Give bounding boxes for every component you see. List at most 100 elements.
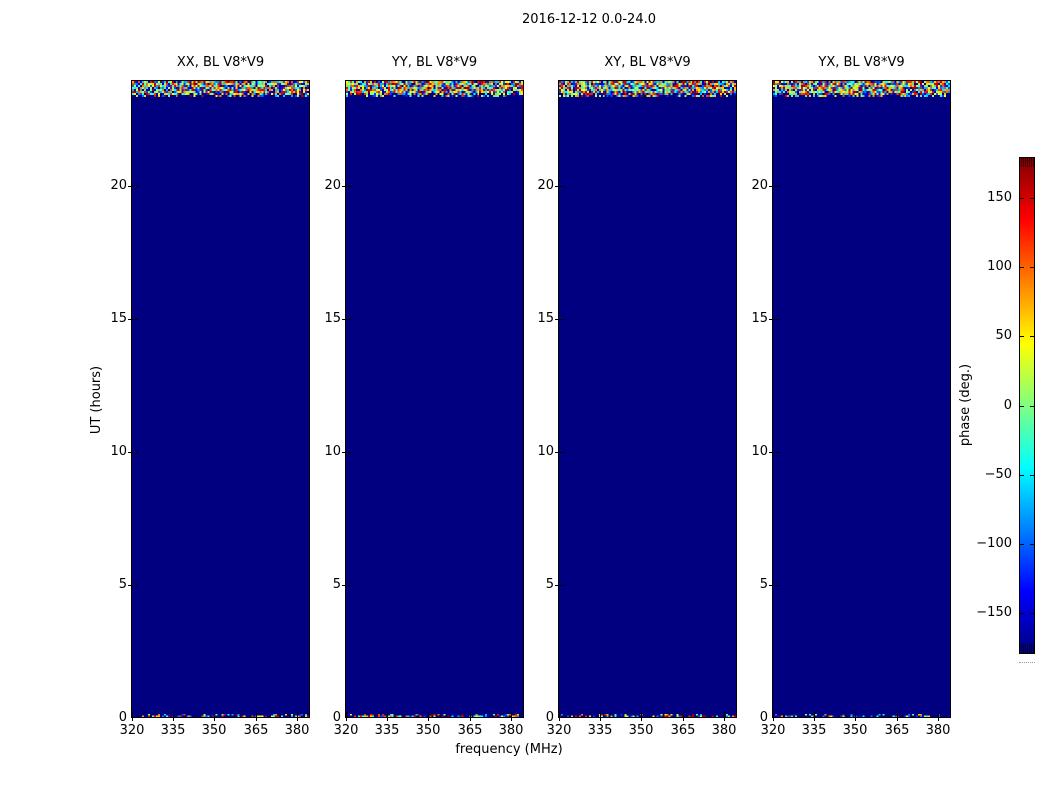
colorbar-tick-label: 100 [987,259,1012,274]
x-tick-label: 380 [711,723,737,738]
colorbar-tick-right [1030,336,1035,337]
colorbar-tick-left [1019,406,1024,407]
y-tick-label: 10 [537,444,554,459]
x-tick-label: 320 [760,723,786,738]
x-axis-label: frequency (MHz) [455,742,563,757]
y-tick-label: 0 [118,710,127,725]
x-tick-mark-inner [855,712,856,717]
x-tick-mark-inner [683,712,684,717]
y-tick-mark-outer [342,585,345,586]
panel-title: XY, BL V8*V9 [604,55,691,70]
panel-title: YX, BL V8*V9 [818,55,905,70]
colorbar-bottom-dotted-line [1019,662,1035,663]
y-tick-label: 20 [751,178,768,193]
y-tick-mark-inner [132,585,138,586]
x-tick-mark-inner [724,712,725,717]
colorbar-tick-right [1030,267,1035,268]
x-tick-label: 320 [333,723,359,738]
x-tick-mark-outer [600,717,601,721]
colorbar-label: phase (deg.) [958,363,973,447]
colorbar-edge-tooth-bottom [1021,644,1022,653]
panel-title: XX, BL V8*V9 [176,55,265,70]
colorbar-tick-left [1019,198,1024,199]
y-tick-label: 20 [324,178,341,193]
noise-band-bottom [773,714,950,717]
colorbar-edge-tooth-top [1023,158,1024,167]
y-tick-label: 15 [324,311,341,326]
x-tick-mark-inner [641,712,642,717]
y-tick-mark-inner [773,319,779,320]
x-tick-mark-inner [470,712,471,717]
x-tick-mark-outer [470,717,471,721]
y-tick-mark-inner [132,186,138,187]
y-tick-mark-outer [769,319,772,320]
y-tick-mark-outer [769,585,772,586]
x-tick-mark-inner [256,712,257,717]
heatmap-panel [345,80,524,718]
x-tick-label: 350 [201,723,227,738]
y-tick-label: 15 [751,311,768,326]
y-tick-label: 15 [537,311,554,326]
colorbar-edge-tooth-top [1025,158,1026,167]
x-tick-label: 320 [546,723,572,738]
x-tick-mark-inner [511,712,512,717]
x-tick-mark-outer [938,717,939,721]
x-tick-label: 350 [842,723,868,738]
y-tick-mark-outer [769,186,772,187]
y-tick-label: 0 [759,710,768,725]
y-tick-label: 5 [759,577,768,592]
colorbar-tick-right [1030,544,1035,545]
x-tick-label: 365 [457,723,483,738]
x-tick-mark-inner [173,712,174,717]
y-tick-label: 5 [118,577,127,592]
x-tick-mark-inner [938,712,939,717]
x-tick-label: 320 [119,723,145,738]
y-tick-mark-outer [555,319,558,320]
x-tick-mark-outer [173,717,174,721]
noise-band-top [559,81,736,97]
y-tick-mark-outer [128,585,131,586]
heatmap-panel [131,80,310,718]
x-tick-label: 335 [801,723,827,738]
y-tick-label: 20 [110,178,127,193]
x-tick-mark-outer [297,717,298,721]
x-tick-mark-outer [855,717,856,721]
y-tick-mark-inner [132,452,138,453]
colorbar-edge-tooth-bottom [1025,644,1026,653]
y-tick-mark-outer [342,452,345,453]
colorbar-tick-label: −150 [976,605,1012,620]
y-tick-label: 15 [110,311,127,326]
x-tick-mark-outer [132,717,133,721]
colorbar-tick-left [1019,475,1024,476]
colorbar-tick-left [1019,613,1024,614]
x-tick-mark-outer [387,717,388,721]
y-tick-mark-inner [559,585,565,586]
x-tick-label: 335 [160,723,186,738]
x-tick-mark-inner [297,712,298,717]
x-tick-label: 380 [284,723,310,738]
colorbar-edge-tooth-top [1021,158,1022,167]
y-tick-label: 0 [332,710,341,725]
y-tick-mark-inner [346,452,352,453]
y-tick-label: 10 [324,444,341,459]
x-tick-mark-outer [897,717,898,721]
y-tick-mark-inner [346,319,352,320]
x-tick-mark-inner [346,712,347,717]
colorbar [1019,157,1035,654]
y-tick-mark-inner [559,319,565,320]
y-tick-mark-outer [128,186,131,187]
y-tick-label: 5 [332,577,341,592]
x-tick-mark-outer [214,717,215,721]
colorbar-edge-tooth-bottom [1031,644,1032,653]
noise-band-bottom [132,714,309,717]
colorbar-tick-label: 150 [987,190,1012,205]
y-tick-label: 10 [110,444,127,459]
noise-band-top [346,81,523,97]
y-tick-label: 5 [545,577,554,592]
y-tick-mark-outer [769,452,772,453]
colorbar-tick-left [1019,336,1024,337]
y-tick-label: 10 [751,444,768,459]
x-tick-label: 335 [374,723,400,738]
x-tick-mark-inner [600,712,601,717]
y-tick-label: 20 [537,178,554,193]
